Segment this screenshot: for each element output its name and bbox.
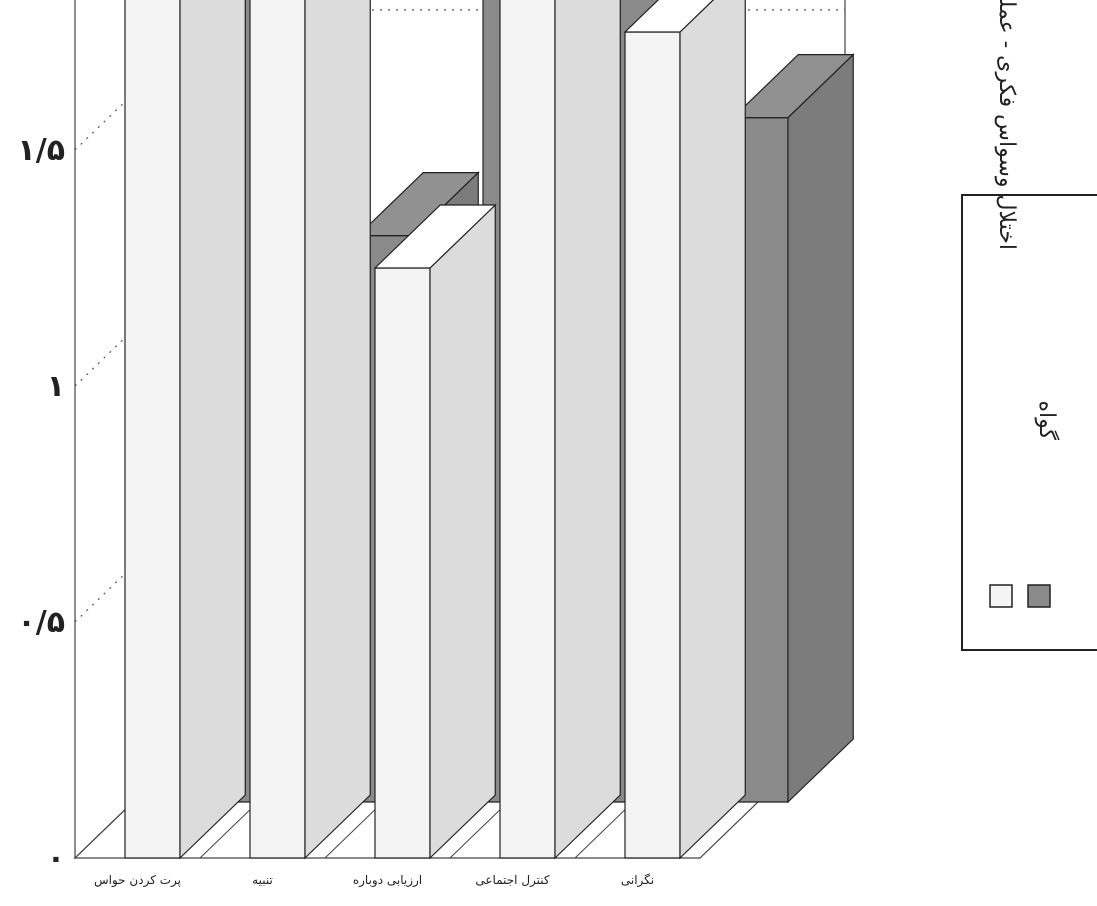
gridline-side-1 — [74, 481, 221, 623]
legend-label-series-1: گواه — [1034, 401, 1060, 441]
x-tick-label-1: تنبیه — [252, 873, 273, 887]
x-tick-label-0: پرت کردن حواس — [94, 873, 181, 888]
bar-1-4 — [731, 53, 855, 804]
legend-label-series-0: اختلال وسواس فکری - عملی — [994, 0, 1019, 250]
bar-side-0-0 — [179, 0, 246, 860]
x-axis-ticks: پرت کردن حواس تنبیه ارزیابی دوباره کنترل اج… — [94, 873, 654, 888]
legend-box — [961, 194, 1097, 651]
y-axis-ticks: ۰۰/۵۱۱/۵۲۲/۵۳ — [17, 133, 65, 876]
bar-top-1-4 — [731, 53, 855, 119]
legend-swatch-0 — [989, 584, 1013, 608]
y-tick-label-1: ۰/۵ — [17, 605, 65, 640]
gridline-side-3 — [74, 9, 221, 151]
bar-top-1-1 — [356, 172, 480, 237]
bar-front-0-0 — [124, 0, 181, 859]
bar-0-0 — [124, 0, 246, 860]
x-tick-label-2: ارزیابی دوباره — [353, 873, 422, 888]
bar-0-2 — [373, 203, 497, 860]
bar-top-0-2 — [373, 204, 497, 269]
bar-front-0-4 — [624, 31, 681, 859]
legend-swatch-1 — [1027, 584, 1051, 608]
gridline-side-2 — [74, 245, 221, 387]
bar-top-0-4 — [623, 0, 715, 33]
bar-side-0-2 — [429, 203, 496, 860]
bar-0-1 — [249, 0, 371, 860]
y-tick-label-2: ۱ — [47, 369, 65, 404]
y-tick-label-3: ۱/۵ — [17, 133, 65, 168]
bar-side-0-4 — [679, 0, 746, 860]
bar-0-4 — [623, 0, 746, 860]
bars — [124, 0, 855, 860]
bar-side-1-4 — [787, 53, 854, 804]
y-tick-label-0: ۰ — [47, 841, 65, 876]
x-tick-label-3: کنترل اجتماعی — [475, 873, 550, 888]
bar-side-0-1 — [304, 0, 371, 860]
bar-0-3 — [499, 0, 621, 860]
bar-side-0-3 — [554, 0, 621, 860]
bar-front-0-1 — [249, 0, 306, 859]
x-tick-label-4: نگرانی — [621, 873, 654, 888]
legend-swatches — [989, 584, 1051, 608]
bar-front-0-2 — [374, 267, 431, 859]
bar-front-0-3 — [499, 0, 556, 859]
legend: اختلال وسواس فکری - عملی گواه — [961, 0, 1097, 651]
